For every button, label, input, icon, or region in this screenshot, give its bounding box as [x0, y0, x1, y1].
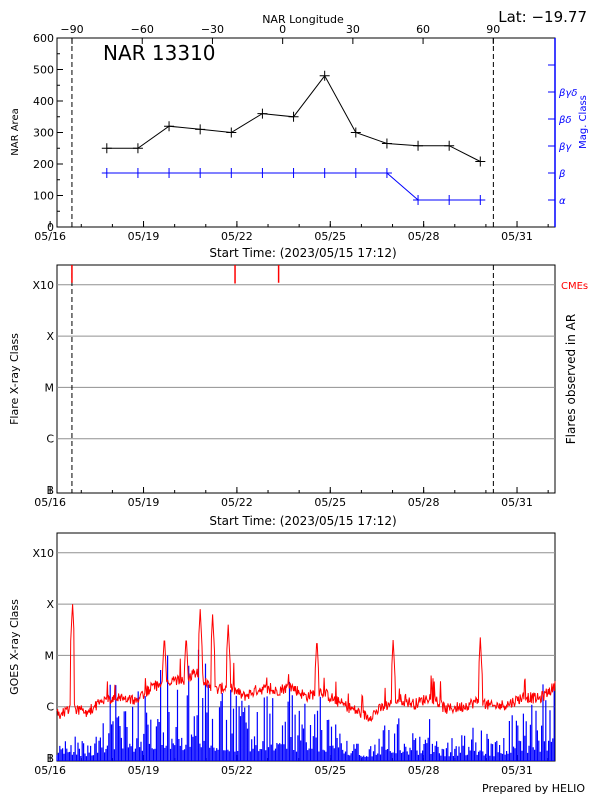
panel1-xlabel: Start Time: (2023/05/15 17:12) — [209, 246, 396, 260]
panel1-x-tick-label: 05/25 — [314, 230, 346, 243]
nar-area-point — [226, 127, 237, 138]
panel2-x-tick-label: 05/28 — [408, 496, 440, 509]
panel1-x-tick-label: 05/19 — [128, 230, 160, 243]
panel1-top-axis-label: NAR Longitude — [262, 13, 344, 26]
panel3-y-tick-label: X — [46, 598, 54, 611]
mag-class-point — [164, 168, 175, 178]
mag-class-point — [381, 168, 392, 178]
panel1-ylabel-right: Mag. Class — [578, 95, 589, 149]
panel1-right-tick-label: α — [559, 196, 566, 207]
panel1-x-tick-label: 05/28 — [408, 230, 440, 243]
panel2-ylabel-right: Flares observed in AR — [564, 314, 578, 444]
panel1-y-tick-label: 100 — [33, 190, 54, 203]
mag-class-point — [101, 168, 112, 178]
panel2-legend-cmes: CMEs — [561, 281, 588, 292]
panel1-right-tick-label: β — [558, 169, 566, 180]
panel2-y-tick-label: C — [46, 433, 54, 446]
panel1-y-tick-label: 0 — [47, 221, 54, 234]
nar-area-point — [319, 70, 330, 81]
mag-class-point — [195, 168, 206, 178]
panel1-top-tick-label: −60 — [131, 23, 154, 36]
mag-class-point — [319, 168, 330, 178]
mag-class-point — [444, 195, 455, 205]
panel3-x-tick-label: 05/16 — [34, 764, 66, 777]
mag-class-point — [257, 168, 268, 178]
panel2-y-tick-label: X — [46, 330, 54, 343]
goes-long-series — [56, 604, 556, 723]
panel2-ylabel: Flare X-ray Class — [8, 333, 21, 425]
panel1-y-tick-label: 200 — [33, 158, 54, 171]
mag-class-point — [226, 168, 237, 178]
panel1-right-tick-label: βγδ — [558, 88, 577, 99]
panel2-y-tick-label: X10 — [32, 279, 54, 292]
region-title: NAR 13310 — [103, 41, 216, 65]
panel2-x-tick-label: 05/22 — [221, 496, 253, 509]
panel1-y-tick-label: 400 — [33, 95, 54, 108]
nar-area-point — [381, 138, 392, 149]
mag-class-point — [132, 168, 143, 178]
panel1-top-tick-label: −90 — [60, 23, 83, 36]
panel2-x-tick-label: 05/25 — [314, 496, 346, 509]
panel1-top-tick-label: 0 — [279, 23, 286, 36]
panel3-y-tick-label: C — [46, 701, 54, 714]
panel1-y-tick-label: 600 — [33, 32, 54, 45]
panel1-x-tick-label: 05/31 — [501, 230, 533, 243]
panel2-x-tick-label: 05/19 — [128, 496, 160, 509]
nar-area-point — [132, 143, 143, 154]
panel2-x-tick-label: 05/16 — [34, 496, 66, 509]
nar-area-point — [413, 140, 424, 151]
nar-area-point — [444, 140, 455, 151]
panel1-top-tick-label: −30 — [201, 23, 224, 36]
panel1-right-tick-label: βδ — [558, 115, 572, 126]
panel3-x-tick-label: 05/31 — [501, 764, 533, 777]
panel1-top-tick-label: 30 — [346, 23, 360, 36]
nar-area-point — [195, 124, 206, 135]
panel3-ylabel: GOES X-ray Class — [8, 599, 21, 695]
nar-area-point — [350, 127, 361, 138]
panel1-y-tick-label: 300 — [33, 127, 54, 140]
panel3-x-tick-label: 05/19 — [128, 764, 160, 777]
panel1-top-tick-label: 60 — [416, 23, 430, 36]
panel3-x-tick-label: 05/25 — [314, 764, 346, 777]
latitude-label: Lat: −19.77 — [498, 8, 587, 26]
mag-class-point — [350, 168, 361, 178]
nar-area-point — [257, 108, 268, 119]
nar-area-point — [288, 111, 299, 122]
goes-panel: GOES X-ray Class BCMXX1005/1605/1905/220… — [8, 532, 556, 777]
mag-class-point — [475, 195, 486, 205]
mag-class-point — [413, 195, 424, 205]
panel3-y-tick-label: X10 — [32, 547, 54, 560]
panel3-y-tick-label: M — [45, 649, 55, 662]
panel2-xlabel: Start Time: (2023/05/15 17:12) — [209, 514, 396, 528]
panel2-frame — [56, 264, 556, 494]
panel1-ylabel: NAR Area — [10, 108, 21, 155]
flares-panel: Flare X-ray Class Flares observed in AR … — [8, 264, 588, 528]
mag-class-point — [288, 168, 299, 178]
goes-short-series — [56, 649, 555, 761]
panel2-x-tick-label: 05/31 — [501, 496, 533, 509]
panel2-y-tick-label: M — [45, 381, 55, 394]
nar-area-point — [475, 156, 486, 167]
credit-label: Prepared by HELIO — [482, 782, 585, 795]
panel1-x-tick-label: 05/22 — [221, 230, 253, 243]
nar-area-point — [101, 143, 112, 154]
panel3-x-tick-label: 05/28 — [408, 764, 440, 777]
panel1-y-tick-label: 500 — [33, 64, 54, 77]
panel1-right-tick-label: βγ — [558, 142, 572, 153]
panel3-x-tick-label: 05/22 — [221, 764, 253, 777]
nar-area-panel: NAR Longitude NAR Area Mag. Class Start … — [10, 13, 589, 260]
panel1-x-tick-label: 05/16 — [34, 230, 66, 243]
panel1-top-tick-label: 90 — [486, 23, 500, 36]
nar-area-point — [164, 121, 175, 132]
